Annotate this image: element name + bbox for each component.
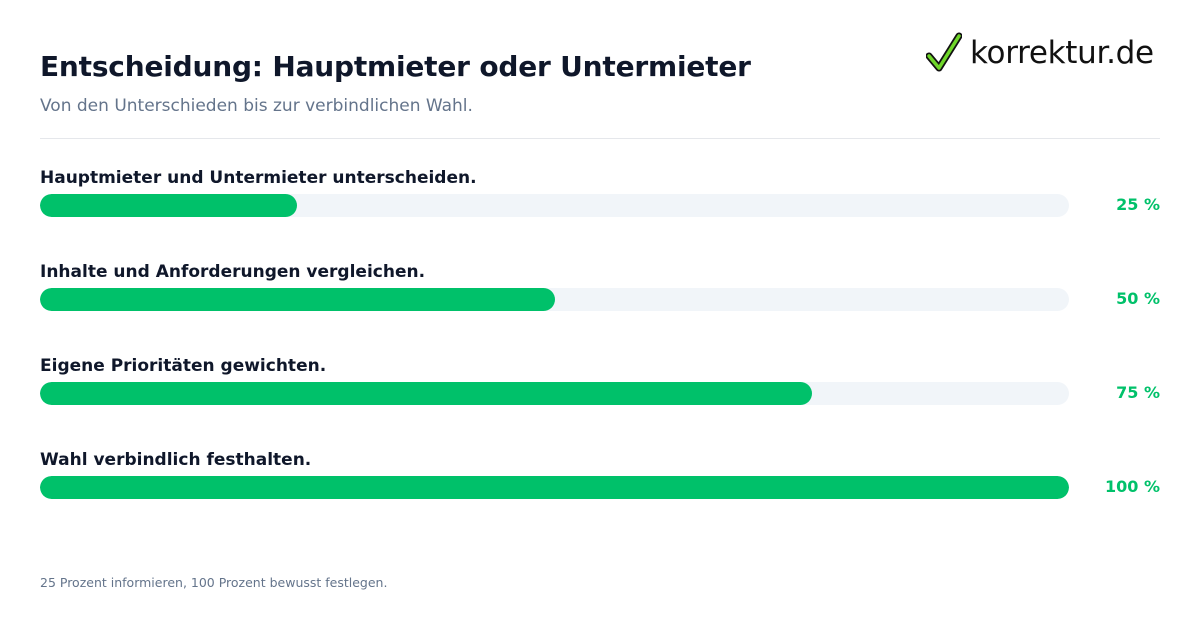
progress-track <box>40 476 1069 499</box>
percent-label: 75 % <box>1116 383 1160 402</box>
progress-step: Hauptmieter und Untermieter unterscheide… <box>40 168 1160 228</box>
brand-logo[interactable]: korrektur.de <box>926 30 1166 76</box>
progress-track <box>40 194 1069 217</box>
progress-fill <box>40 476 1069 499</box>
page-title: Entscheidung: Hauptmieter oder Untermiet… <box>40 50 751 83</box>
page-subtitle: Von den Unterschieden bis zur verbindlic… <box>40 96 473 116</box>
progress-track <box>40 288 1069 311</box>
step-label: Inhalte und Anforderungen vergleichen. <box>40 262 426 282</box>
percent-label: 100 % <box>1105 477 1160 496</box>
percent-label: 25 % <box>1116 195 1160 214</box>
logo-wordmark: korrektur.de <box>970 35 1154 71</box>
progress-step: Eigene Prioritäten gewichten. 75 % <box>40 356 1160 416</box>
progress-track <box>40 382 1069 405</box>
percent-label: 50 % <box>1116 289 1160 308</box>
step-label: Hauptmieter und Untermieter unterscheide… <box>40 168 477 188</box>
footnote: 25 Prozent informieren, 100 Prozent bewu… <box>40 575 388 590</box>
progress-step: Inhalte und Anforderungen vergleichen. 50… <box>40 262 1160 322</box>
step-label: Wahl verbindlich festhalten. <box>40 450 312 470</box>
progress-step: Wahl verbindlich festhalten. 100 % <box>40 450 1160 510</box>
progress-fill <box>40 194 298 217</box>
progress-fill <box>40 288 555 311</box>
header-divider <box>40 138 1160 139</box>
step-label: Eigene Prioritäten gewichten. <box>40 356 327 376</box>
progress-fill <box>40 382 812 405</box>
checkmark-icon <box>926 32 962 72</box>
